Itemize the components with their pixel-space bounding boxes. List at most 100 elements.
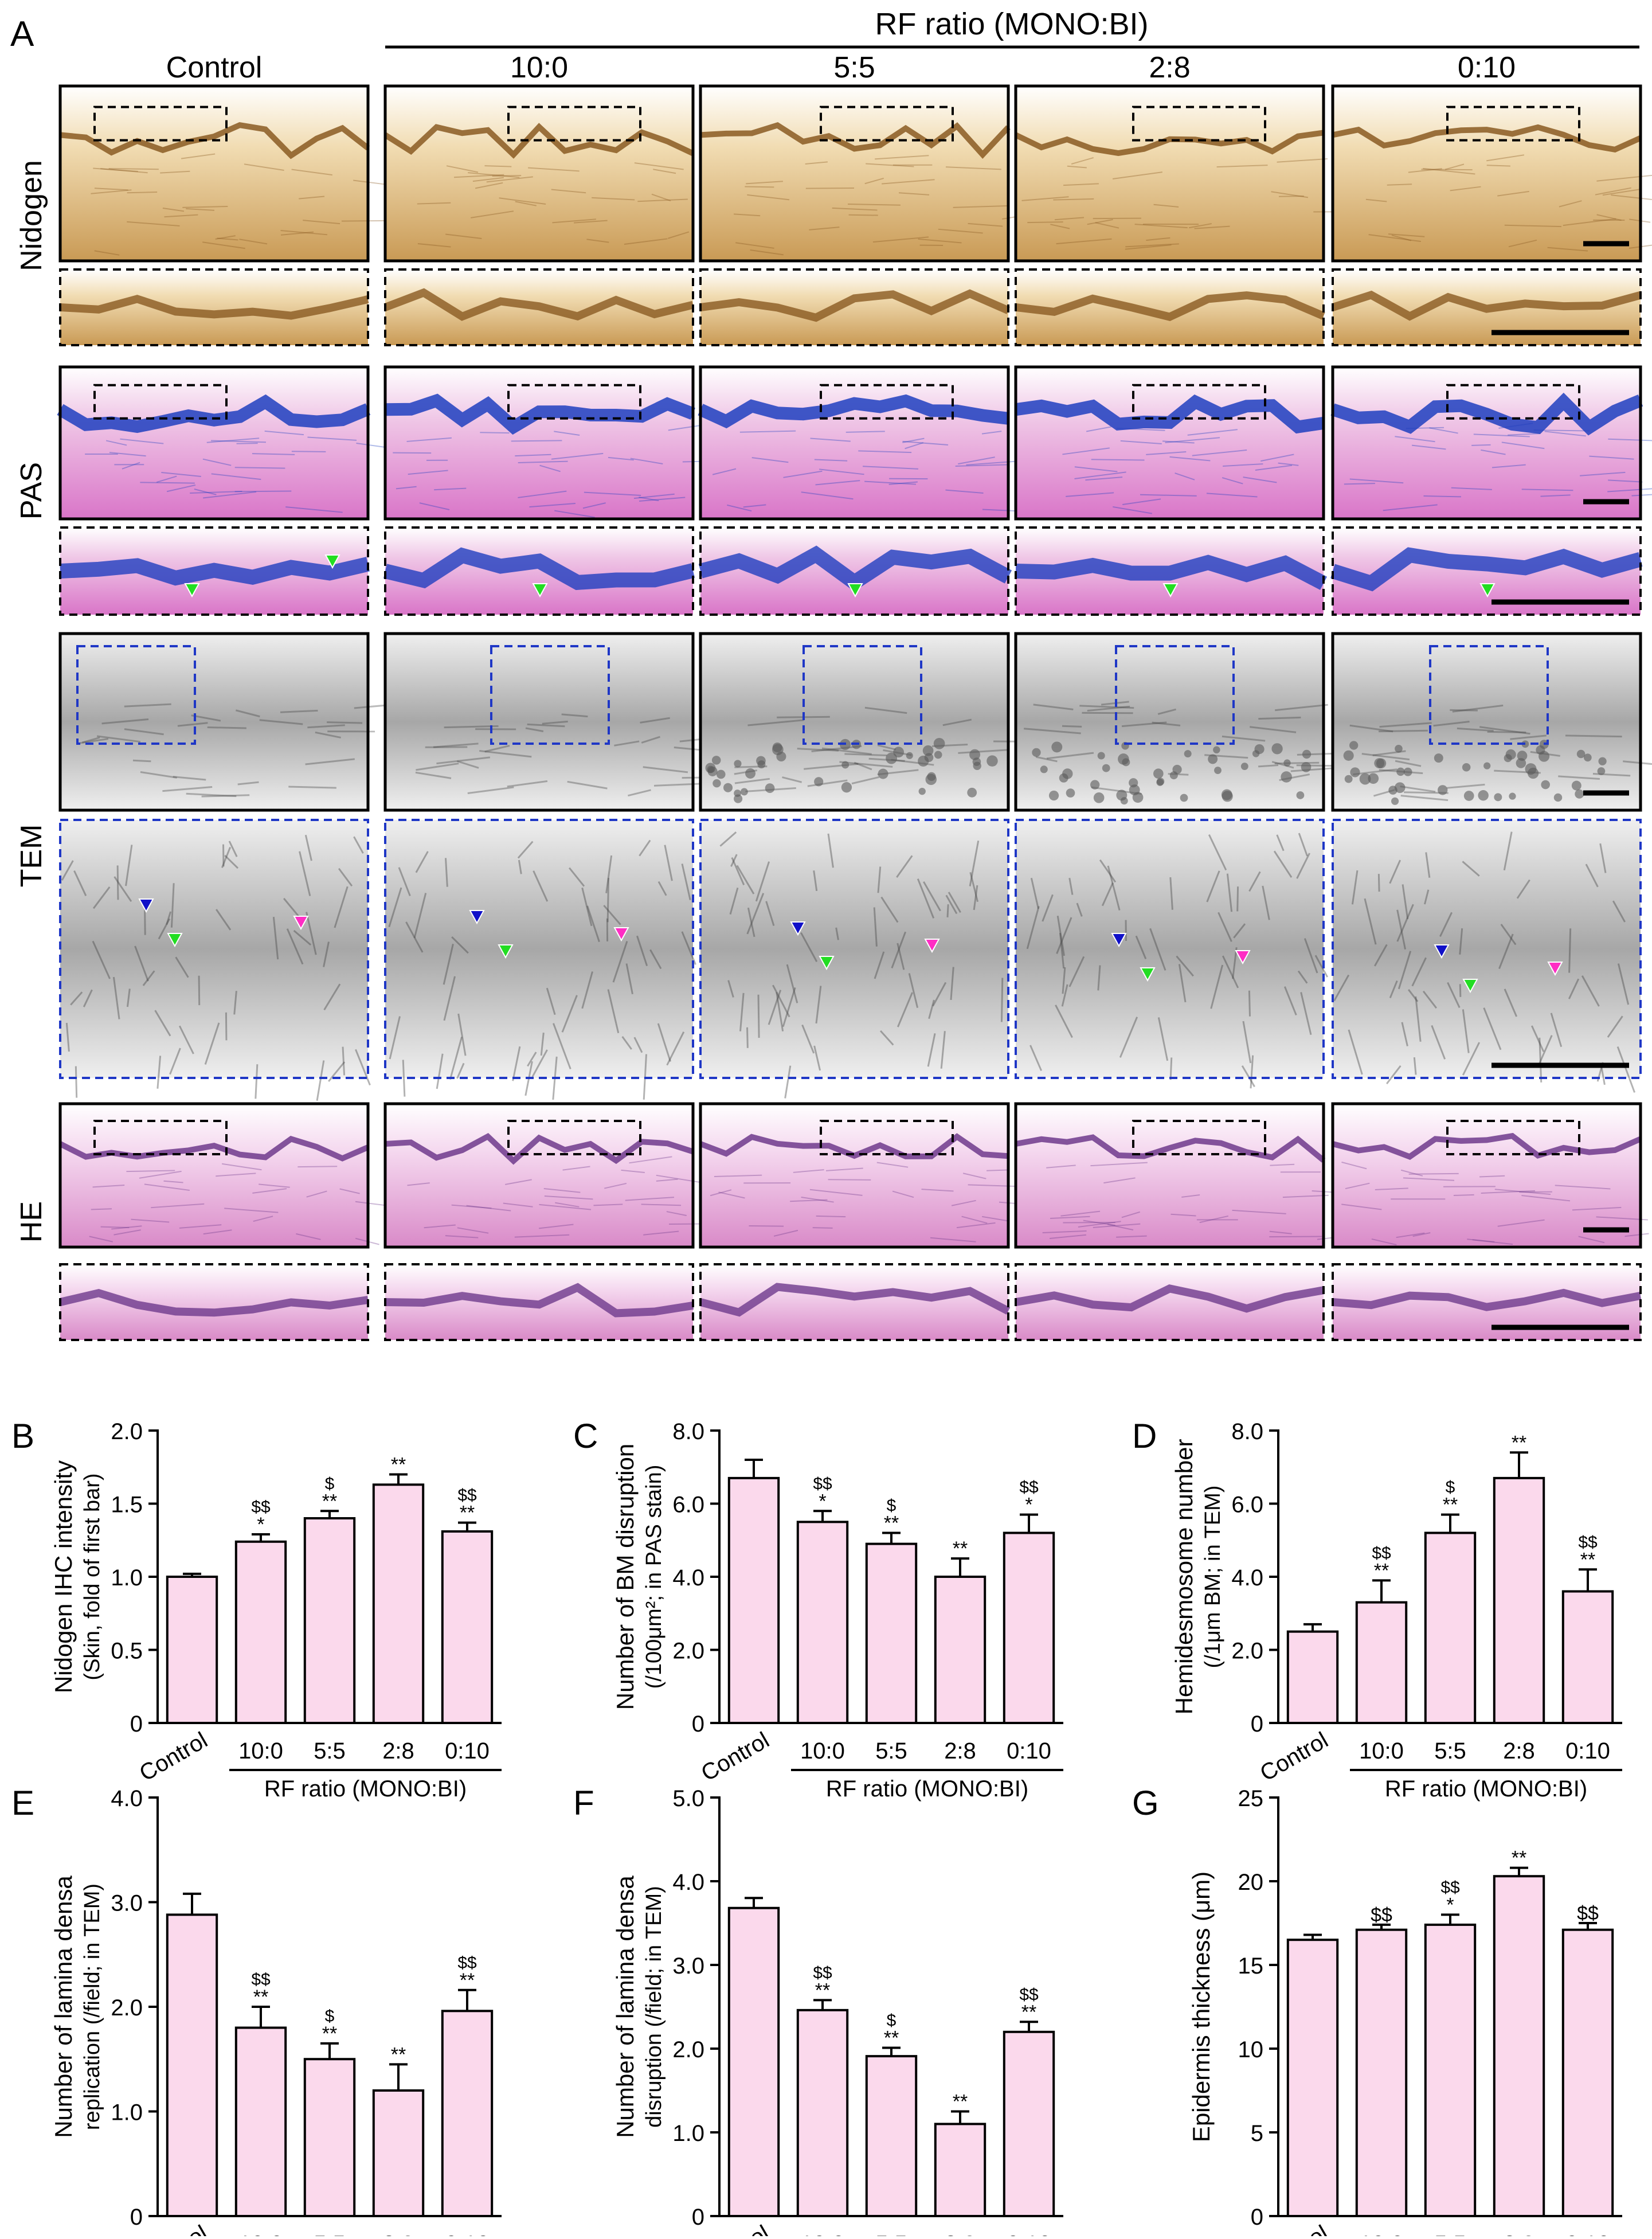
significance-mark: ** <box>953 2091 968 2113</box>
micrograph-nidogen-4 <box>1333 86 1652 345</box>
micrograph-tem-3 <box>1016 634 1348 1088</box>
bar-Control <box>1288 1632 1337 1723</box>
y-tick-label: 2.0 <box>111 1995 143 2021</box>
significance-mark-secondary: $$ <box>813 1474 832 1493</box>
significance-mark: * <box>819 1490 826 1512</box>
significance-mark: * <box>1446 1894 1454 1916</box>
y-axis-label: Number of BM disruption <box>612 1444 639 1710</box>
chart-d-letter: D <box>1132 1417 1157 1455</box>
y-tick-label: 0 <box>1251 2205 1263 2230</box>
significance-mark-secondary: $ <box>325 2007 335 2026</box>
significance-mark: ** <box>884 1513 899 1534</box>
x-tick-label: 0:10 <box>1565 1738 1610 1764</box>
y-tick-label: 4.0 <box>111 1786 143 1811</box>
chart-c-letter: C <box>573 1417 598 1455</box>
x-tick-label: 10:0 <box>1359 1738 1404 1764</box>
y-axis-label: Hemidesmosome number <box>1171 1439 1197 1715</box>
x-tick-label: Control <box>1256 1728 1333 1787</box>
significance-mark: ** <box>1374 1560 1389 1581</box>
y-tick-label: 0 <box>130 2205 143 2230</box>
bar-0:10 <box>1004 2032 1054 2216</box>
bar-2:8 <box>935 1577 985 1723</box>
x-tick-label: Control <box>1256 2221 1333 2236</box>
y-tick-label: 3.0 <box>672 1953 704 1979</box>
y-tick-label: 20 <box>1238 1870 1264 1895</box>
x-tick-label: 5:5 <box>1434 2232 1466 2236</box>
x-group-label: RF ratio (MONO:BI) <box>1385 1776 1587 1802</box>
column-label-0: Control <box>166 51 263 84</box>
x-tick-label: 0:10 <box>1007 2232 1051 2236</box>
x-tick-label: 2:8 <box>944 1738 976 1764</box>
y-tick-label: 1.5 <box>111 1492 143 1518</box>
y-tick-label: 0 <box>130 1712 143 1737</box>
micrograph-nidogen-0 <box>60 86 391 345</box>
y-tick-label: 25 <box>1238 1786 1264 1811</box>
micrograph-he-4 <box>1333 1104 1649 1340</box>
significance-mark: ** <box>953 1538 968 1560</box>
bar-Control <box>1288 1940 1337 2216</box>
x-tick-label: 10:0 <box>1359 2232 1404 2236</box>
bar-Control <box>729 1908 778 2216</box>
significance-mark: ** <box>322 2023 337 2045</box>
x-tick-label: 2:8 <box>382 1738 414 1764</box>
x-tick-label: Control <box>135 2221 212 2236</box>
y-tick-label: 6.0 <box>672 1492 704 1518</box>
bar-2:8 <box>374 2090 423 2216</box>
bar-0:10 <box>443 2011 492 2216</box>
y-tick-label: 15 <box>1238 1953 1264 1979</box>
chart-f-letter: F <box>573 1784 594 1822</box>
bar-10:0 <box>798 1522 847 1723</box>
x-tick-label: 10:0 <box>238 1738 283 1764</box>
bar-2:8 <box>1494 1876 1544 2216</box>
micrograph-pas-2 <box>700 367 1022 615</box>
y-tick-label: 4.0 <box>672 1870 704 1895</box>
significance-mark: ** <box>1443 1494 1458 1516</box>
x-tick-label: 5:5 <box>314 2232 346 2236</box>
bar-5:5 <box>305 2059 354 2216</box>
column-label-1: 10:0 <box>510 51 568 84</box>
micrograph-tem-0 <box>60 634 407 1101</box>
bar-10:0 <box>236 2028 285 2217</box>
row-label-pas: PAS <box>15 462 48 519</box>
y-tick-label: 8.0 <box>1231 1419 1263 1444</box>
bar-10:0 <box>236 1542 285 1723</box>
x-tick-label: 0:10 <box>1565 2232 1610 2236</box>
y-tick-label: 10 <box>1238 2037 1264 2062</box>
y-tick-label: 1.0 <box>111 2100 143 2125</box>
significance-mark: ** <box>391 1454 406 1476</box>
x-tick-label: 0:10 <box>445 2232 490 2236</box>
y-tick-label: 1.0 <box>111 1565 143 1591</box>
bar-Control <box>167 1914 217 2216</box>
row-label-tem: TEM <box>15 825 48 888</box>
column-label-4: 0:10 <box>1458 51 1516 84</box>
micrograph-tem-2 <box>700 634 1017 1098</box>
y-tick-label: 0 <box>1251 1712 1263 1737</box>
significance-mark: ** <box>1021 2001 1036 2023</box>
significance-mark-secondary: $ <box>1446 1478 1455 1497</box>
y-tick-label: 0 <box>692 2205 704 2230</box>
significance-mark: $$ <box>1371 1904 1392 1926</box>
x-tick-label: 10:0 <box>800 1738 845 1764</box>
y-axis-label-secondary: disruption (/field; in TEM) <box>642 1886 666 2128</box>
y-tick-label: 2.0 <box>1231 1639 1263 1664</box>
micrograph-he-0 <box>60 1104 394 1340</box>
y-tick-label: 2.0 <box>111 1419 143 1444</box>
bar-2:8 <box>374 1484 423 1723</box>
bar-10:0 <box>1357 1930 1406 2216</box>
micrograph-nidogen-1 <box>385 86 693 345</box>
significance-mark: ** <box>460 1502 475 1524</box>
y-tick-label: 8.0 <box>672 1419 704 1444</box>
y-tick-label: 6.0 <box>1231 1492 1263 1518</box>
x-tick-label: Control <box>697 2221 774 2236</box>
significance-mark: ** <box>815 1979 830 2001</box>
bar-2:8 <box>1494 1478 1544 1723</box>
x-tick-label: 0:10 <box>445 1738 490 1764</box>
bar-10:0 <box>798 2010 847 2216</box>
x-tick-label: Control <box>135 1728 212 1787</box>
significance-mark: * <box>1025 1494 1032 1516</box>
chart-g-letter: G <box>1132 1784 1159 1822</box>
